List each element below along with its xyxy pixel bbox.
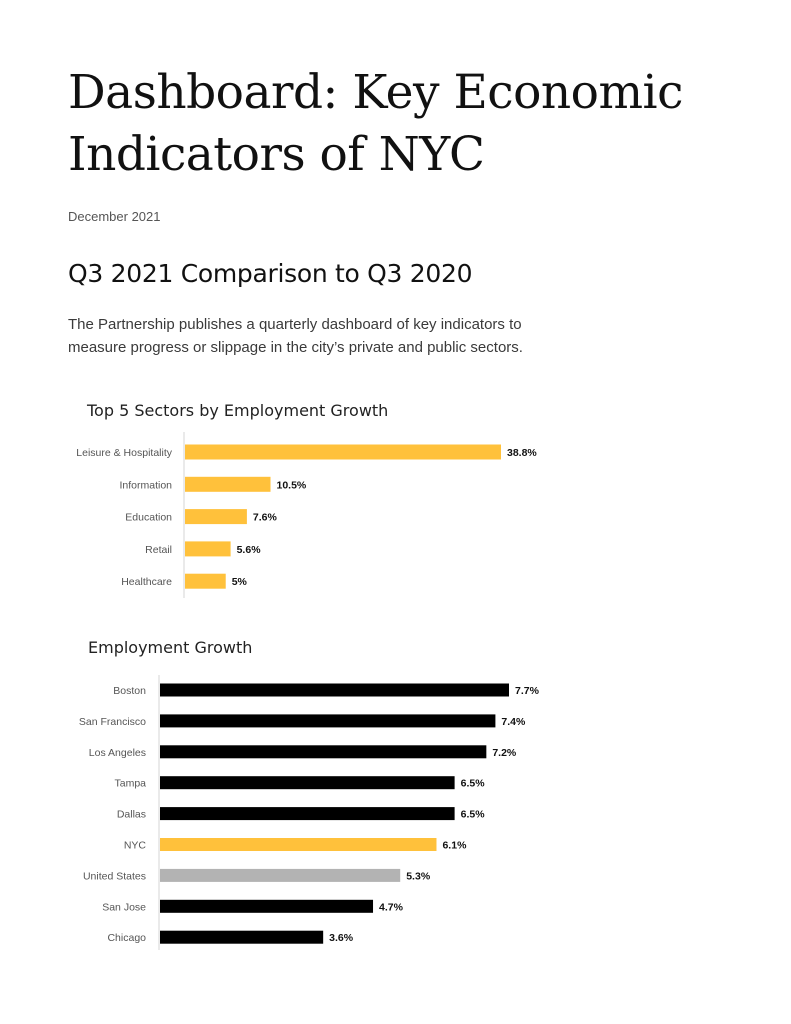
sector-value-label: 7.6% — [253, 512, 278, 524]
city-value-label: 4.7% — [379, 901, 404, 913]
sector-value-label: 10.5% — [277, 479, 307, 491]
cities-employment-chart: Boston 7.7% San Francisco 7.4% Los Angeles 7.… — [79, 675, 540, 950]
sector-bar — [185, 573, 226, 589]
page-title: Dashboard: Key Economic Indicators of NY… — [68, 65, 683, 182]
city-category-label: Dallas — [117, 809, 146, 821]
city-bar — [160, 899, 374, 913]
sectors-chart-title: Top 5 Sectors by Employment Growth — [87, 401, 389, 420]
sector-value-label: 5% — [232, 576, 248, 588]
city-category-label: San Francisco — [79, 716, 146, 728]
city-value-label: 5.3% — [406, 870, 431, 882]
sector-category-label: Leisure & Hospitality — [76, 447, 172, 459]
sector-category-label: Retail — [145, 544, 172, 556]
sector-value-label: 5.6% — [237, 544, 262, 556]
city-bar — [160, 930, 324, 944]
city-value-label: 6.5% — [461, 778, 486, 790]
city-value-label: 6.1% — [442, 840, 467, 852]
sector-value-label: 38.8% — [507, 447, 537, 459]
sector-bar — [185, 541, 231, 557]
publish-date: December 2021 — [68, 209, 161, 224]
city-category-label: Chicago — [107, 932, 146, 944]
intro-paragraph: The Partnership publishes a quarterly da… — [68, 316, 523, 356]
city-bar — [160, 807, 455, 821]
city-value-label: 7.2% — [492, 747, 517, 759]
city-bar — [160, 838, 437, 851]
sector-category-label: Healthcare — [121, 576, 172, 588]
sector-bar — [185, 476, 271, 492]
sectors-employment-chart: Leisure & Hospitality 38.8% Information 10.… — [76, 432, 537, 598]
city-value-label: 3.6% — [329, 932, 354, 944]
city-value-label: 6.5% — [461, 809, 486, 821]
city-category-label: San Jose — [102, 901, 146, 913]
city-bar — [160, 776, 455, 790]
city-category-label: United States — [83, 870, 146, 882]
sector-bar — [185, 444, 501, 460]
sector-category-label: Information — [119, 479, 172, 491]
city-category-label: Tampa — [114, 778, 146, 790]
city-value-label: 7.7% — [515, 685, 540, 697]
sector-bar — [185, 509, 247, 525]
city-bar — [160, 745, 487, 759]
city-bar — [160, 868, 401, 882]
cities-chart-title: Employment Growth — [88, 638, 253, 657]
sector-category-label: Education — [125, 512, 172, 524]
city-bar — [160, 683, 509, 697]
city-value-label: 7.4% — [501, 716, 526, 728]
section-heading: Q3 2021 Comparison to Q3 2020 — [68, 259, 473, 288]
city-category-label: NYC — [124, 840, 147, 852]
city-category-label: Boston — [113, 685, 146, 697]
city-bar — [160, 714, 496, 728]
city-category-label: Los Angeles — [89, 747, 146, 759]
